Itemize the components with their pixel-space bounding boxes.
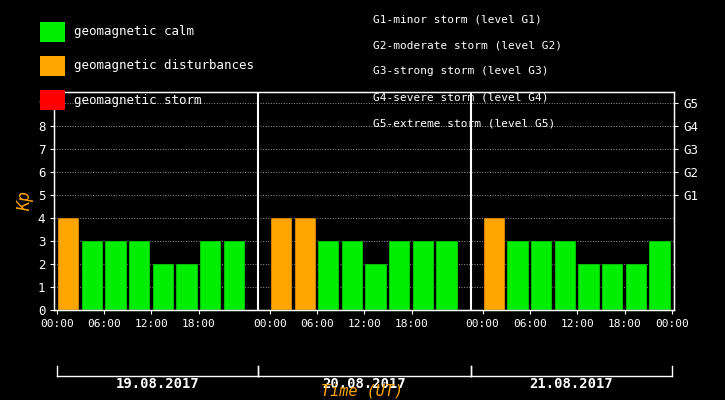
Bar: [294, 218, 316, 310]
Bar: [341, 241, 363, 310]
Text: G4-severe storm (level G4): G4-severe storm (level G4): [373, 92, 549, 102]
Text: 19.08.2017: 19.08.2017: [115, 377, 199, 391]
Bar: [602, 264, 624, 310]
Bar: [507, 241, 529, 310]
Bar: [413, 241, 434, 310]
Bar: [129, 241, 150, 310]
Bar: [484, 218, 505, 310]
Bar: [271, 218, 292, 310]
Bar: [176, 264, 197, 310]
Text: 20.08.2017: 20.08.2017: [323, 377, 406, 391]
Text: geomagnetic storm: geomagnetic storm: [74, 94, 202, 106]
Text: G3-strong storm (level G3): G3-strong storm (level G3): [373, 66, 549, 76]
Bar: [318, 241, 339, 310]
Text: geomagnetic disturbances: geomagnetic disturbances: [74, 60, 254, 72]
Bar: [200, 241, 221, 310]
Bar: [436, 241, 457, 310]
Bar: [58, 218, 79, 310]
Bar: [650, 241, 671, 310]
Text: geomagnetic calm: geomagnetic calm: [74, 26, 194, 38]
Text: G5-extreme storm (level G5): G5-extreme storm (level G5): [373, 118, 555, 128]
Bar: [531, 241, 552, 310]
Text: 21.08.2017: 21.08.2017: [529, 377, 613, 391]
Bar: [223, 241, 245, 310]
Bar: [389, 241, 410, 310]
Bar: [152, 264, 174, 310]
Text: G1-minor storm (level G1): G1-minor storm (level G1): [373, 14, 542, 24]
Bar: [82, 241, 103, 310]
Bar: [365, 264, 387, 310]
Bar: [555, 241, 576, 310]
Bar: [105, 241, 127, 310]
Text: G2-moderate storm (level G2): G2-moderate storm (level G2): [373, 40, 563, 50]
Bar: [579, 264, 600, 310]
Text: Time (UT): Time (UT): [321, 383, 404, 398]
Bar: [626, 264, 647, 310]
Y-axis label: Kp: Kp: [16, 191, 33, 211]
